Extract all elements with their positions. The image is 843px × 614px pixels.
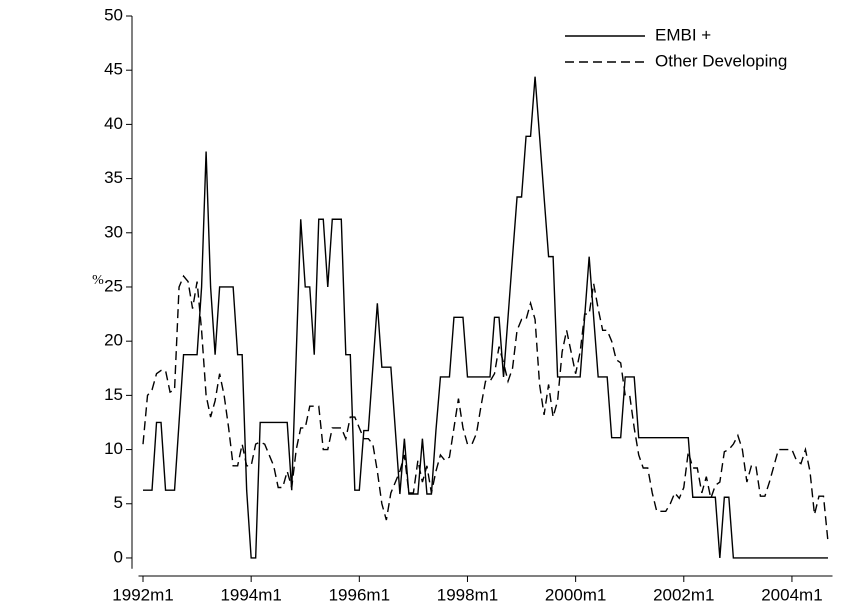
y-tick-label: 10 xyxy=(104,439,123,458)
legend-label: EMBI + xyxy=(655,25,711,44)
y-tick-label: 30 xyxy=(104,222,123,241)
y-tick-label: 50 xyxy=(104,5,123,24)
series-line xyxy=(143,76,828,559)
x-tick-label: 1998m1 xyxy=(437,585,498,604)
y-tick-label: 25 xyxy=(104,276,123,295)
y-tick-label: 0 xyxy=(114,547,123,566)
y-tick-label: 40 xyxy=(104,114,123,133)
x-tick-label: 1994m1 xyxy=(220,585,281,604)
x-tick-label: 1992m1 xyxy=(112,585,173,604)
legend-label: Other Developing xyxy=(655,51,787,70)
x-tick-label: 2004m1 xyxy=(761,585,822,604)
x-tick-label: 2002m1 xyxy=(653,585,714,604)
y-tick-label: 5 xyxy=(114,493,123,512)
series-line xyxy=(142,274,829,542)
x-tick-label: 2000m1 xyxy=(545,585,606,604)
y-axis-label: % xyxy=(92,273,104,288)
y-tick-label: 45 xyxy=(104,60,123,79)
y-tick-label: 15 xyxy=(104,385,123,404)
x-tick-label: 1996m1 xyxy=(329,585,390,604)
y-tick-label: 35 xyxy=(104,168,123,187)
y-tick-label: 20 xyxy=(104,331,123,350)
